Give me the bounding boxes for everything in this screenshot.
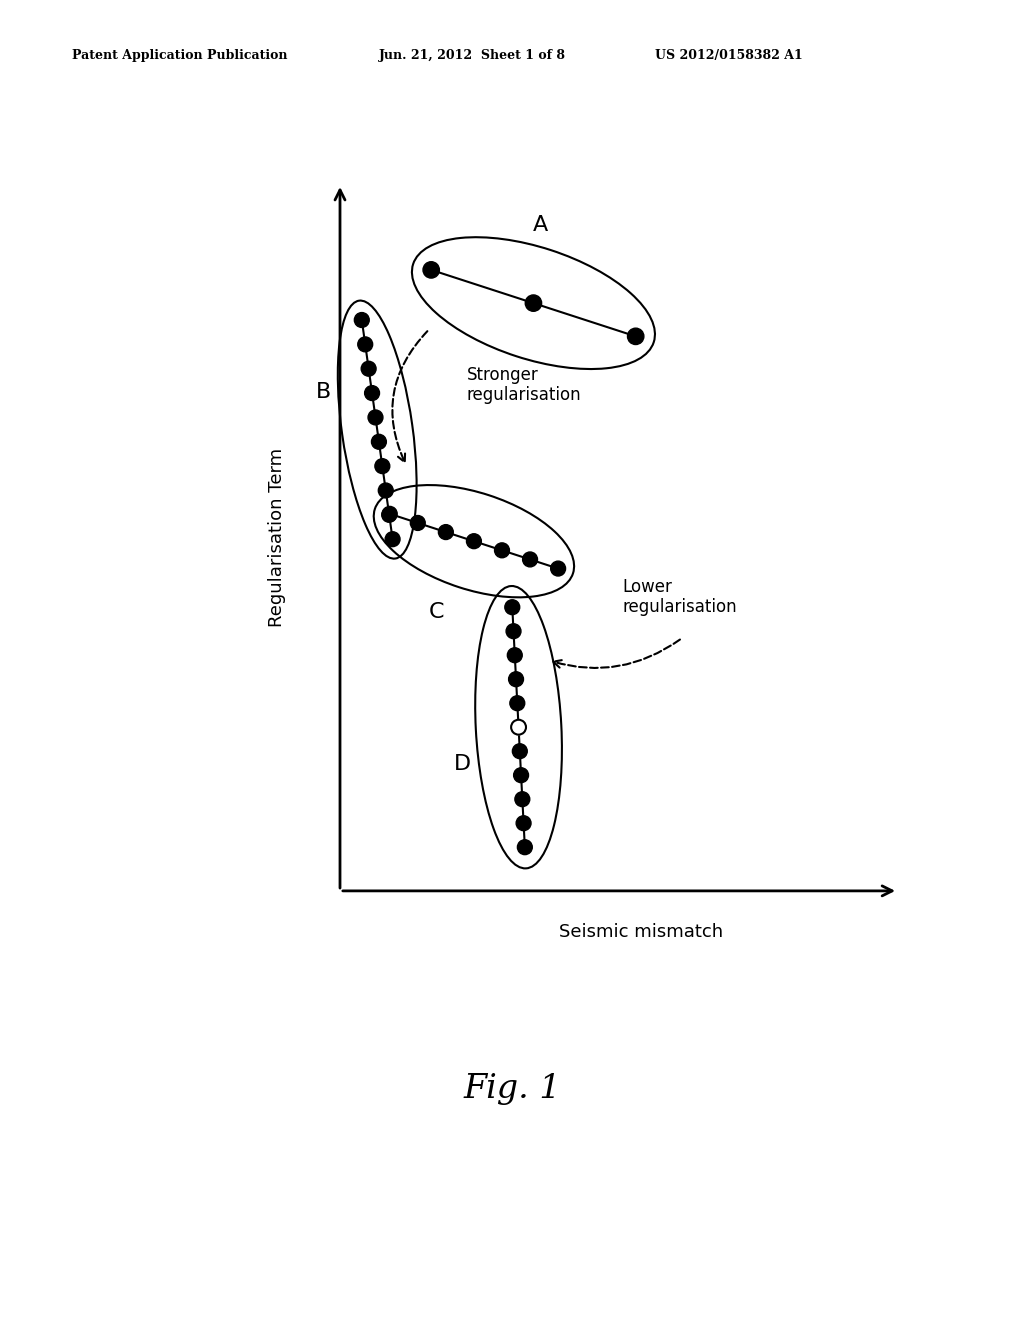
Text: Stronger
regularisation: Stronger regularisation [467,366,581,404]
Text: C: C [429,602,444,622]
Circle shape [423,261,439,279]
Circle shape [357,337,373,352]
Circle shape [507,648,522,663]
Circle shape [506,624,521,639]
Text: B: B [316,383,331,403]
Text: D: D [455,755,471,775]
Text: Lower
regularisation: Lower regularisation [623,578,737,616]
Circle shape [628,329,644,345]
Circle shape [510,696,524,710]
Circle shape [372,434,386,449]
Text: Jun. 21, 2012  Sheet 1 of 8: Jun. 21, 2012 Sheet 1 of 8 [379,49,566,62]
Circle shape [361,362,376,376]
Circle shape [368,411,383,425]
Circle shape [514,768,528,783]
Text: Patent Application Publication: Patent Application Publication [72,49,287,62]
Text: Seismic mismatch: Seismic mismatch [559,923,723,941]
Circle shape [438,524,454,540]
Circle shape [515,792,529,807]
Circle shape [525,294,542,312]
Circle shape [509,672,523,686]
Circle shape [378,483,393,498]
Circle shape [551,561,565,576]
Circle shape [516,816,531,830]
Text: US 2012/0158382 A1: US 2012/0158382 A1 [655,49,803,62]
Circle shape [382,507,396,523]
Circle shape [517,840,532,854]
Text: Fig. 1: Fig. 1 [463,1073,561,1105]
Circle shape [385,532,400,546]
Circle shape [511,719,526,735]
Circle shape [512,743,527,759]
Circle shape [522,552,538,566]
Text: Regularisation Term: Regularisation Term [267,447,286,627]
Circle shape [411,516,425,531]
Circle shape [495,543,509,558]
Circle shape [505,599,520,615]
Circle shape [467,533,481,549]
Circle shape [382,507,397,521]
Circle shape [365,385,380,400]
Circle shape [375,458,390,474]
Text: A: A [534,215,549,235]
Circle shape [354,313,370,327]
